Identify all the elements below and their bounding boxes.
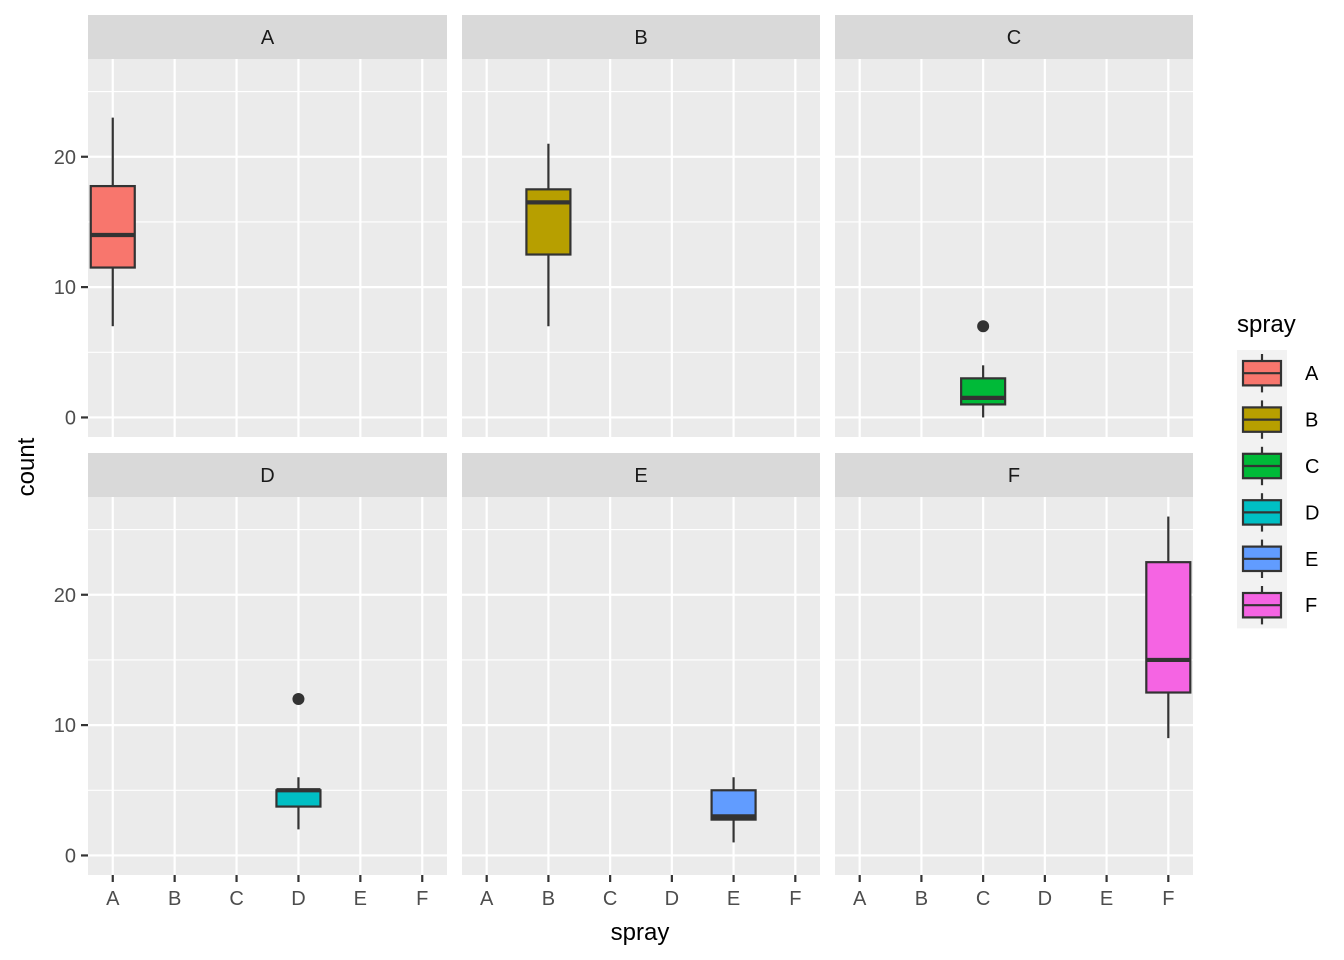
outlier-point <box>292 693 305 706</box>
y-tick-label: 20 <box>54 147 76 169</box>
facet-panel-c: C <box>835 15 1193 437</box>
facet-strip <box>462 15 820 59</box>
legend-item-b: B <box>1241 400 1318 439</box>
panel-background <box>88 497 447 875</box>
box-iqr <box>275 789 322 808</box>
legend-key-background <box>1237 350 1287 629</box>
x-tick-label: A <box>480 888 494 910</box>
axes: 0 10 20 0 10 20 A B C D E F A B C D E F A B C D E F <box>54 147 1175 910</box>
legend: spray A B C D E F <box>1237 311 1319 629</box>
facet-strip-label: C <box>1007 27 1021 49</box>
x-tick-label: E <box>727 888 740 910</box>
facet-panel-f: F <box>835 453 1193 875</box>
facet-strip <box>88 15 447 59</box>
facet-strip-label: F <box>1008 465 1020 487</box>
facet-strip-label: A <box>261 27 275 49</box>
outlier-point <box>977 320 990 333</box>
x-tick-label: B <box>168 888 181 910</box>
facet-panel-a: A <box>88 15 447 437</box>
x-tick-label: C <box>229 888 243 910</box>
facet-panel-b: B <box>462 15 820 437</box>
x-tick-label: D <box>665 888 679 910</box>
facet-strip-label: D <box>260 465 274 487</box>
legend-label: E <box>1305 549 1318 571</box>
legend-item-c: C <box>1241 446 1319 486</box>
y-tick-label: 20 <box>54 585 76 607</box>
legend-label: F <box>1305 595 1317 617</box>
facet-strip <box>88 453 447 497</box>
panel-background <box>88 59 447 437</box>
facet-strip <box>462 453 820 497</box>
legend-label: D <box>1305 502 1319 524</box>
x-tick-label: B <box>915 888 928 910</box>
legend-label: B <box>1305 410 1318 432</box>
y-tick-label: 0 <box>65 407 76 429</box>
panel-background <box>462 59 820 437</box>
x-tick-label: B <box>542 888 555 910</box>
y-tick-label: 0 <box>65 845 76 867</box>
x-tick-label: C <box>603 888 617 910</box>
box-iqr <box>1145 561 1192 694</box>
facet-strip-label: E <box>634 465 647 487</box>
x-tick-label: A <box>853 888 867 910</box>
box-iqr <box>525 188 572 256</box>
legend-item-a: A <box>1241 354 1319 393</box>
x-tick-label: D <box>1038 888 1052 910</box>
x-tick-label: D <box>291 888 305 910</box>
facet-strip <box>835 453 1193 497</box>
panel-background <box>462 497 820 875</box>
facet-panels: A B C D E F <box>88 15 1193 875</box>
y-tick-label: 10 <box>54 277 76 299</box>
x-axis-title: spray <box>611 919 670 946</box>
facet-panel-d: D <box>88 453 447 875</box>
legend-item-e: E <box>1241 539 1318 578</box>
legend-title: spray <box>1237 311 1296 338</box>
box-iqr <box>960 377 1007 406</box>
x-tick-label: E <box>354 888 367 910</box>
legend-label: A <box>1305 363 1319 385</box>
facet-panel-e: E <box>462 453 820 875</box>
x-tick-label: F <box>789 888 801 910</box>
panel-background <box>835 497 1193 875</box>
x-tick-label: F <box>1162 888 1174 910</box>
y-tick-label: 10 <box>54 715 76 737</box>
facet-strip <box>835 15 1193 59</box>
facet-strip-label: B <box>634 27 647 49</box>
x-tick-label: E <box>1100 888 1113 910</box>
legend-item-d: D <box>1241 493 1319 532</box>
y-axis-title: count <box>13 437 40 496</box>
x-tick-label: C <box>976 888 990 910</box>
legend-item-f: F <box>1241 586 1317 625</box>
panel-background <box>835 59 1193 437</box>
legend-label: C <box>1305 456 1319 478</box>
box-iqr <box>89 184 136 269</box>
x-tick-label: F <box>416 888 428 910</box>
x-tick-label: A <box>106 888 120 910</box>
